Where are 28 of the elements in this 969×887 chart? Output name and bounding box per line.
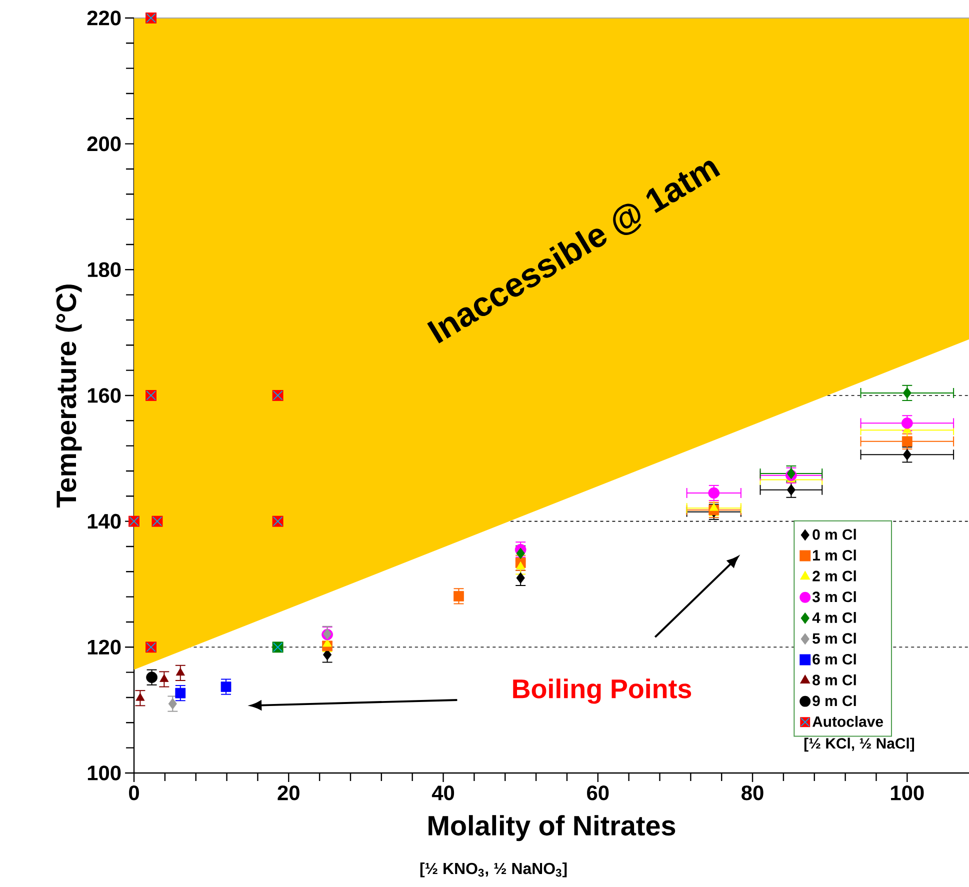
- x-tick-label: 100: [891, 785, 924, 800]
- annotation: [½ KCl, ½ NaCl]: [804, 738, 914, 752]
- x-axis-title: Molality of Nitrates: [428, 815, 676, 842]
- legend-label: 6 m Cl: [812, 654, 856, 665]
- legend-label: 0 m Cl: [812, 528, 856, 540]
- text: [½ KNO$_{3}$, ½ NaNO$_{3}$]: [420, 862, 567, 878]
- y-tick-label: 220: [87, 10, 121, 26]
- legend-label: 5 m Cl: [812, 632, 856, 644]
- legend-label: 3 m Cl: [812, 591, 856, 602]
- x-tick-label: 60: [587, 785, 609, 800]
- x-tick-label: 80: [742, 785, 764, 800]
- legend-label: 9 m Cl: [812, 695, 856, 706]
- y-axis-title: Temperature (°C): [56, 284, 82, 508]
- x-tick-label: 20: [278, 785, 300, 800]
- x-tick-label: 40: [432, 785, 454, 800]
- legend-label: 8 m Cl: [812, 674, 856, 686]
- x-tick-label: 0: [129, 785, 139, 800]
- legend-label: Autoclave: [812, 716, 883, 727]
- legend-label: 1 m Cl: [813, 550, 856, 561]
- y-tick-label: 120: [88, 640, 121, 655]
- y-tick-label: 160: [88, 388, 121, 403]
- y-tick-label: 140: [88, 514, 121, 529]
- legend-label: 4 m Cl: [812, 612, 856, 623]
- y-tick-label: 100: [88, 766, 121, 780]
- y-tick-label: 200: [87, 136, 121, 152]
- y-tick-label: 180: [88, 262, 121, 278]
- legend-label: 2 m Cl: [812, 570, 856, 582]
- annotation: Boiling Points: [513, 678, 692, 704]
